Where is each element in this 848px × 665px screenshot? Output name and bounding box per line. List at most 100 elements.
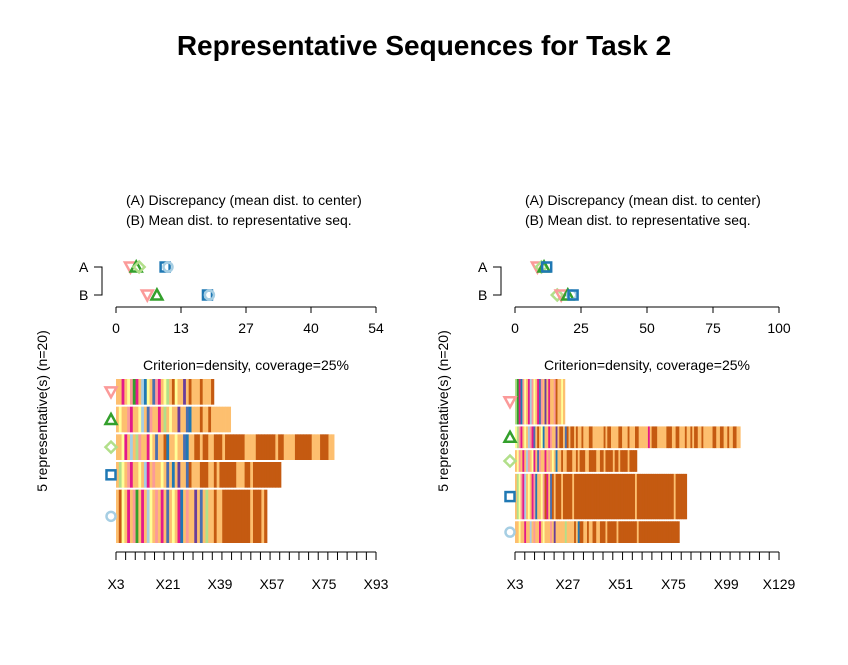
sequence-segment	[548, 450, 551, 472]
sequence-segment	[531, 521, 534, 543]
sequence-segment	[143, 489, 148, 543]
sequence-segment	[570, 426, 573, 449]
sequence-segment	[533, 379, 536, 425]
sequence-segment	[707, 426, 710, 449]
sequence-segment	[199, 462, 204, 488]
sequence-segment	[622, 521, 625, 543]
sequence-segment	[575, 450, 579, 472]
sequence-segment	[535, 379, 538, 425]
sequence-segment	[205, 434, 209, 460]
sequence-segment	[559, 450, 562, 472]
sequence-segment	[631, 450, 634, 472]
sequence-segment	[261, 489, 265, 543]
sequence-segment	[635, 473, 638, 520]
sequence-segment	[272, 434, 276, 460]
sequence-segment	[141, 406, 145, 433]
sequence-segment	[588, 521, 592, 543]
sequence-segment	[527, 450, 531, 472]
sequence-marker	[502, 453, 518, 469]
sequence-segment	[252, 434, 257, 460]
sequence-segment	[160, 462, 164, 488]
sequence-segment	[734, 426, 737, 449]
sequence-segment	[241, 434, 246, 460]
sequence-segment	[675, 473, 678, 520]
sequence-segment	[132, 462, 136, 488]
sequence-segment	[590, 521, 593, 543]
sequence-segment	[169, 489, 173, 543]
sequence-segment	[518, 426, 521, 449]
sequence-segment	[202, 406, 206, 433]
sequence-segment	[529, 450, 533, 472]
sequence-segment	[157, 379, 162, 405]
sequence-segment	[118, 462, 122, 488]
sequence-segment	[664, 426, 667, 449]
sequence-segment	[174, 379, 178, 405]
sequence-segment	[211, 434, 215, 460]
seq-tick-label: X99	[714, 576, 739, 592]
dist-point-b	[203, 289, 216, 301]
dist-tick-label: 13	[173, 320, 189, 336]
sequence-segment	[135, 406, 139, 433]
sequence-segment	[738, 426, 741, 449]
sequence-segment	[222, 462, 226, 488]
sequence-segment	[524, 379, 527, 425]
sequence-segment	[592, 521, 595, 543]
seq-tick-label: X75	[312, 576, 337, 592]
sequence-segment	[559, 426, 562, 449]
sequence-segment	[614, 450, 617, 472]
sequence-segment	[677, 426, 680, 449]
sequence-segment	[222, 406, 226, 433]
sequence-segment	[116, 462, 120, 488]
sequence-segment	[544, 450, 547, 472]
sequence-segment	[197, 462, 201, 488]
sequence-segment	[320, 434, 324, 460]
sequence-segment	[241, 489, 246, 543]
sequence-segment	[244, 434, 248, 460]
sequence-segment	[250, 434, 254, 460]
sequence-segment	[592, 450, 595, 472]
sequence-segment	[258, 489, 262, 543]
sequence-segment	[211, 462, 215, 488]
sequence-segment	[659, 426, 662, 449]
sequence-segment	[563, 473, 566, 520]
sequence-segment	[199, 379, 204, 405]
sequence-segment	[651, 473, 654, 520]
sequence-segment	[188, 462, 192, 488]
sequence-segment	[278, 462, 282, 488]
sequence-segment	[596, 521, 599, 543]
sequence-segment	[581, 521, 584, 543]
sequence-segment	[526, 473, 529, 520]
sequence-segment	[143, 462, 148, 488]
sequence-segment	[557, 379, 560, 425]
sequence-segment	[247, 489, 251, 543]
sequence-segment	[653, 426, 656, 449]
sequence-segment	[146, 489, 150, 543]
sequence-segment	[241, 462, 246, 488]
row-bracket	[94, 266, 103, 296]
sequence-segment	[138, 406, 142, 433]
sequence-segment	[546, 379, 549, 425]
sequence-segment	[183, 434, 187, 460]
sequence-segment	[141, 434, 145, 460]
sequence-segment	[695, 426, 699, 449]
sequence-segment	[121, 379, 125, 405]
sequence-segment	[647, 426, 651, 449]
sequence-segment	[129, 462, 134, 488]
sequence-segment	[289, 434, 293, 460]
sequence-segment	[596, 426, 599, 449]
sequence-segment	[599, 450, 603, 472]
sequence-segment	[524, 450, 527, 472]
sequence-segment	[149, 434, 153, 460]
sequence-segment	[533, 521, 536, 543]
sequence-segment	[518, 379, 521, 425]
sequence-segment	[609, 450, 612, 472]
sequence-segment	[594, 473, 597, 520]
sequence-segment	[522, 450, 525, 472]
sequence-segment	[542, 473, 545, 520]
sequence-segment	[611, 426, 614, 449]
sequence-segment	[694, 426, 697, 449]
sequence-segment	[629, 473, 632, 520]
sequence-segment	[622, 450, 625, 472]
sequence-segment	[708, 426, 712, 449]
sequence-segment	[236, 434, 240, 460]
